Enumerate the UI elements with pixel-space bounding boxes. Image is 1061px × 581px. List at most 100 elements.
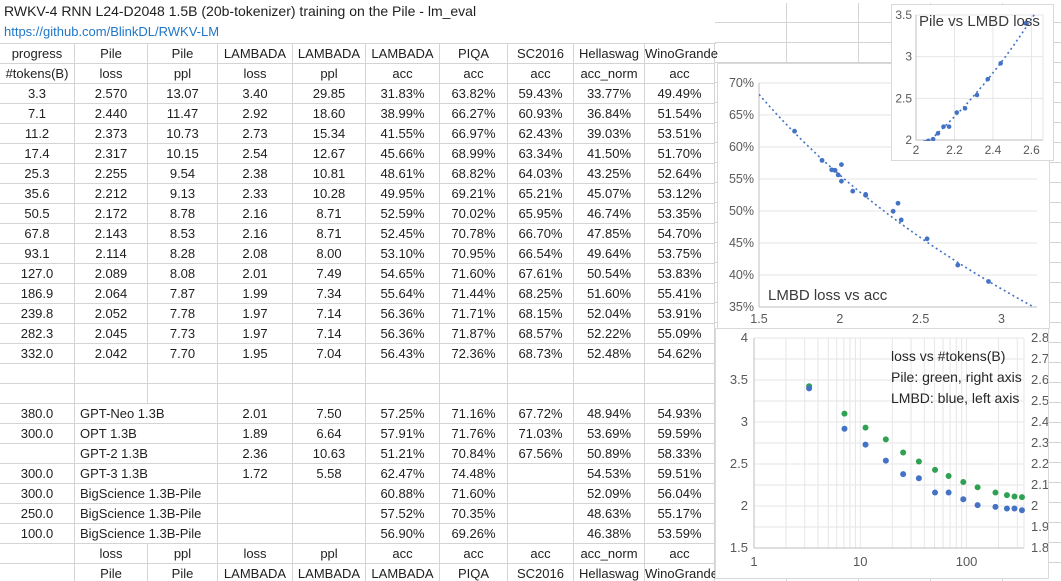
table-cell[interactable]: 7.34 bbox=[293, 284, 366, 304]
table-cell[interactable]: 65.21% bbox=[508, 184, 574, 204]
table-cell[interactable] bbox=[218, 364, 293, 384]
table-cell[interactable]: 50.89% bbox=[574, 444, 645, 464]
table-cell[interactable]: 50.5 bbox=[0, 204, 75, 224]
table-cell[interactable]: 239.8 bbox=[0, 304, 75, 324]
header-cell[interactable]: acc_norm bbox=[574, 64, 645, 84]
table-cell[interactable]: 7.1 bbox=[0, 104, 75, 124]
header-cell[interactable]: #tokens(B) bbox=[0, 64, 75, 84]
table-cell[interactable]: 2.38 bbox=[218, 164, 293, 184]
table-cell[interactable]: 41.55% bbox=[366, 124, 440, 144]
table-cell[interactable] bbox=[0, 444, 75, 464]
table-cell[interactable]: 62.47% bbox=[366, 464, 440, 484]
table-cell[interactable]: 65.95% bbox=[508, 204, 574, 224]
table-cell[interactable]: 51.21% bbox=[366, 444, 440, 464]
table-cell[interactable]: 282.3 bbox=[0, 324, 75, 344]
table-cell[interactable]: 39.03% bbox=[574, 124, 645, 144]
table-cell[interactable]: 72.36% bbox=[440, 344, 508, 364]
table-cell[interactable] bbox=[0, 384, 75, 404]
table-cell[interactable]: 56.36% bbox=[366, 324, 440, 344]
table-cell[interactable]: 2.089 bbox=[75, 264, 148, 284]
table-cell[interactable]: 7.50 bbox=[293, 404, 366, 424]
table-cell[interactable]: OPT 1.3B bbox=[75, 424, 218, 444]
table-cell[interactable]: 3.3 bbox=[0, 84, 75, 104]
table-cell[interactable]: 52.48% bbox=[574, 344, 645, 364]
table-cell[interactable]: 2.570 bbox=[75, 84, 148, 104]
table-cell[interactable]: 2.73 bbox=[218, 124, 293, 144]
table-cell[interactable]: 2.212 bbox=[75, 184, 148, 204]
table-cell[interactable]: acc_norm bbox=[574, 544, 645, 564]
table-cell[interactable]: 1.97 bbox=[218, 324, 293, 344]
table-cell[interactable]: 55.17% bbox=[645, 504, 715, 524]
table-cell[interactable]: 52.04% bbox=[574, 304, 645, 324]
table-cell[interactable]: 70.35% bbox=[440, 504, 508, 524]
table-cell[interactable]: 54.70% bbox=[645, 224, 715, 244]
table-cell[interactable]: 7.70 bbox=[148, 344, 218, 364]
table-cell[interactable]: WinoGrande bbox=[645, 564, 718, 581]
table-cell[interactable]: 53.83% bbox=[645, 264, 715, 284]
table-cell[interactable]: 54.93% bbox=[645, 404, 715, 424]
table-cell[interactable] bbox=[75, 364, 148, 384]
table-cell[interactable]: 8.08 bbox=[148, 264, 218, 284]
table-cell[interactable]: ppl bbox=[148, 544, 218, 564]
chart-pile-vs-lmbd-loss[interactable]: 2 2.5 3 3.5 2 2.2 2.4 2.6 Pile vs LMBD loss bbox=[891, 4, 1054, 161]
table-cell[interactable]: 10.63 bbox=[293, 444, 366, 464]
table-cell[interactable]: 68.73% bbox=[508, 344, 574, 364]
table-cell[interactable]: 17.4 bbox=[0, 144, 75, 164]
table-cell[interactable]: 7.14 bbox=[293, 324, 366, 344]
table-cell[interactable] bbox=[574, 384, 645, 404]
header-cell[interactable]: acc bbox=[508, 64, 574, 84]
table-cell[interactable]: 300.0 bbox=[0, 464, 75, 484]
table-cell[interactable]: 51.70% bbox=[645, 144, 715, 164]
table-cell[interactable]: 55.64% bbox=[366, 284, 440, 304]
table-cell[interactable] bbox=[0, 564, 75, 581]
table-cell[interactable]: 56.43% bbox=[366, 344, 440, 364]
header-cell[interactable]: LAMBADA bbox=[366, 44, 440, 64]
table-cell[interactable]: Pile bbox=[75, 564, 148, 581]
table-cell[interactable]: 74.48% bbox=[440, 464, 508, 484]
table-cell[interactable]: 54.53% bbox=[574, 464, 645, 484]
table-cell[interactable] bbox=[293, 524, 366, 544]
table-cell[interactable]: 52.22% bbox=[574, 324, 645, 344]
header-cell[interactable]: progress bbox=[0, 44, 75, 64]
table-cell[interactable] bbox=[508, 364, 574, 384]
table-cell[interactable]: 69.21% bbox=[440, 184, 508, 204]
table-cell[interactable]: 70.02% bbox=[440, 204, 508, 224]
header-cell[interactable]: acc bbox=[440, 64, 508, 84]
table-cell[interactable]: 69.26% bbox=[440, 524, 508, 544]
table-cell[interactable]: 70.84% bbox=[440, 444, 508, 464]
table-cell[interactable]: 55.09% bbox=[645, 324, 715, 344]
table-cell[interactable]: 8.71 bbox=[293, 224, 366, 244]
table-cell[interactable]: 2.33 bbox=[218, 184, 293, 204]
table-cell[interactable]: 46.74% bbox=[574, 204, 645, 224]
table-cell[interactable]: 12.67 bbox=[293, 144, 366, 164]
table-cell[interactable]: loss bbox=[75, 544, 148, 564]
table-cell[interactable]: 58.33% bbox=[645, 444, 715, 464]
table-cell[interactable]: 49.64% bbox=[574, 244, 645, 264]
header-cell[interactable]: PIQA bbox=[440, 44, 508, 64]
table-cell[interactable]: 18.60 bbox=[293, 104, 366, 124]
table-cell[interactable]: 8.71 bbox=[293, 204, 366, 224]
table-cell[interactable]: 2.317 bbox=[75, 144, 148, 164]
table-cell[interactable]: 2.01 bbox=[218, 404, 293, 424]
table-cell[interactable]: BigScience 1.3B-Pile bbox=[75, 524, 218, 544]
table-cell[interactable]: 57.91% bbox=[366, 424, 440, 444]
table-cell[interactable] bbox=[366, 364, 440, 384]
table-cell[interactable]: 45.07% bbox=[574, 184, 645, 204]
table-cell[interactable]: 53.35% bbox=[645, 204, 715, 224]
table-cell[interactable]: 2.052 bbox=[75, 304, 148, 324]
table-cell[interactable]: 67.61% bbox=[508, 264, 574, 284]
table-cell[interactable]: 11.47 bbox=[148, 104, 218, 124]
table-cell[interactable]: 71.76% bbox=[440, 424, 508, 444]
table-cell[interactable]: 60.93% bbox=[508, 104, 574, 124]
table-cell[interactable]: 13.07 bbox=[148, 84, 218, 104]
table-cell[interactable]: BigScience 1.3B-Pile bbox=[75, 504, 218, 524]
table-cell[interactable]: 1.89 bbox=[218, 424, 293, 444]
table-cell[interactable]: 8.00 bbox=[293, 244, 366, 264]
table-cell[interactable]: 7.78 bbox=[148, 304, 218, 324]
table-cell[interactable]: 66.27% bbox=[440, 104, 508, 124]
table-cell[interactable]: 51.60% bbox=[574, 284, 645, 304]
table-cell[interactable]: GPT-3 1.3B bbox=[75, 464, 218, 484]
table-cell[interactable]: 68.82% bbox=[440, 164, 508, 184]
header-cell[interactable]: acc bbox=[366, 64, 440, 84]
table-cell[interactable]: 47.85% bbox=[574, 224, 645, 244]
